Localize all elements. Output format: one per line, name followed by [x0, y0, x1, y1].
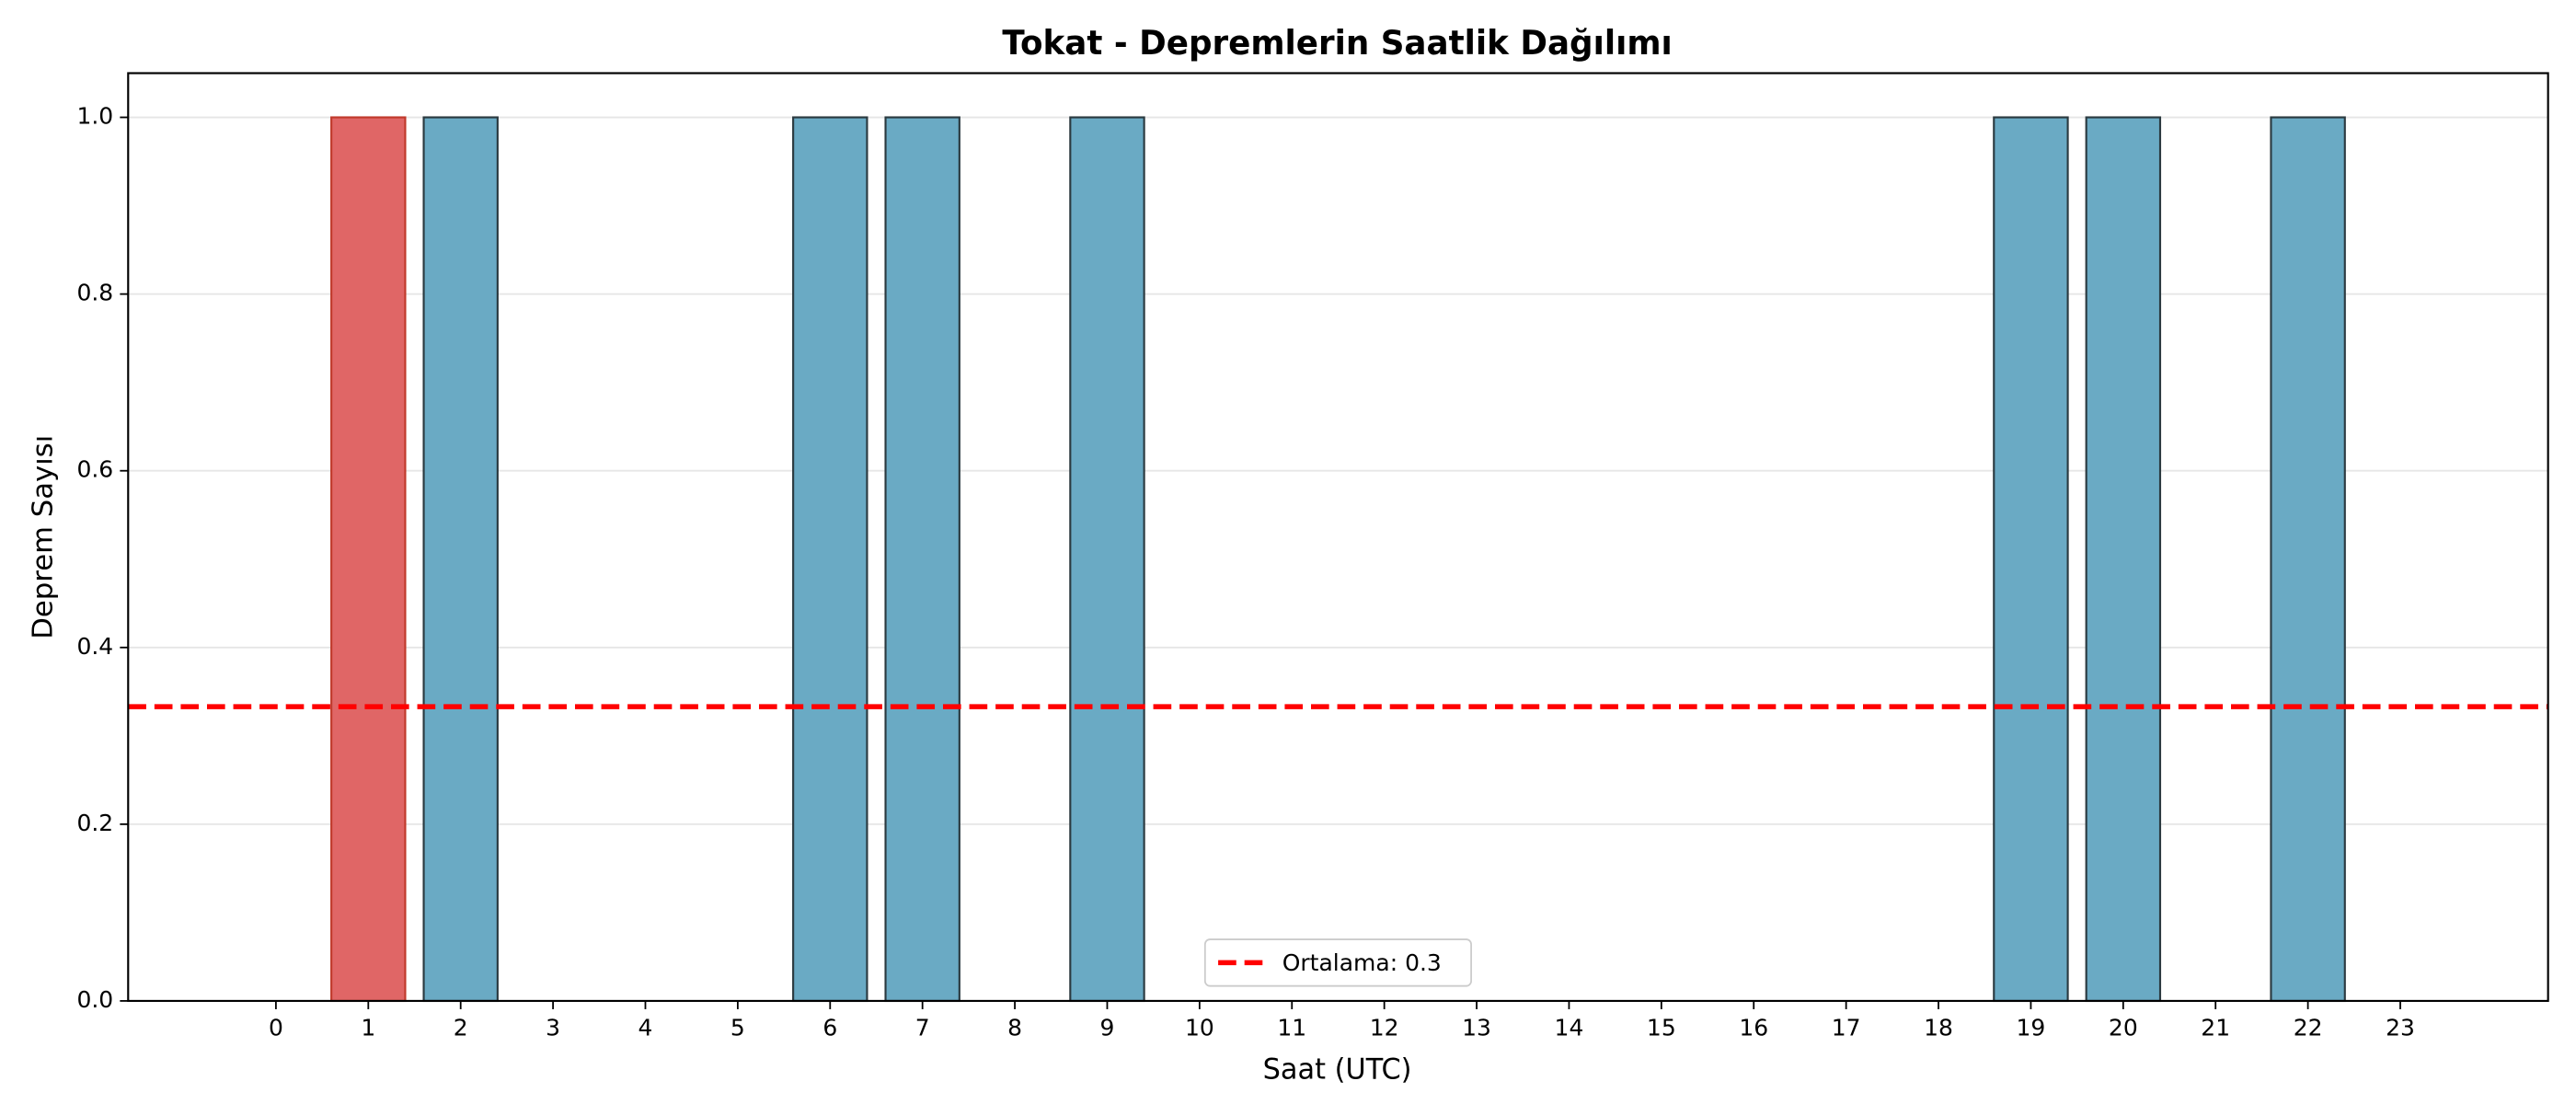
- x-tick-label: 13: [1462, 1015, 1491, 1041]
- x-tick-label: 7: [915, 1015, 930, 1041]
- x-tick-label: 19: [2017, 1015, 2046, 1041]
- bar: [2270, 116, 2346, 1003]
- legend-box: [1203, 938, 1472, 987]
- x-tick-label: 16: [1739, 1015, 1768, 1041]
- x-tick-label: 5: [730, 1015, 745, 1041]
- x-tick-label: 1: [361, 1015, 375, 1041]
- x-tick-label: 0: [269, 1015, 283, 1041]
- y-tick-label: 0.2: [76, 810, 113, 836]
- x-tick-label: 11: [1277, 1015, 1306, 1041]
- plot-frame: [127, 72, 2549, 1003]
- chart-title: Tokat - Depremlerin Saatlik Dağılımı: [1002, 25, 1672, 63]
- y-axis-label: Deprem Sayısı: [28, 435, 60, 639]
- x-tick-label: 15: [1647, 1015, 1676, 1041]
- bar: [1993, 116, 2069, 1003]
- x-tick-label: 14: [1555, 1015, 1584, 1041]
- x-tick-label: 2: [454, 1015, 468, 1041]
- x-tick-label: 23: [2386, 1015, 2415, 1041]
- x-tick-label: 8: [1007, 1015, 1022, 1041]
- y-tick-label: 0.0: [76, 986, 113, 1013]
- y-tick-label: 0.4: [76, 633, 113, 660]
- x-tick-label: 10: [1185, 1015, 1214, 1041]
- x-tick-label: 18: [1924, 1015, 1953, 1041]
- bar: [884, 116, 960, 1003]
- y-tick-label: 0.6: [76, 456, 113, 483]
- x-tick-label: 22: [2294, 1015, 2323, 1041]
- x-tick-label: 4: [638, 1015, 653, 1041]
- x-tick-label: 3: [546, 1015, 560, 1041]
- bar: [330, 116, 407, 1003]
- x-tick-label: 20: [2109, 1015, 2138, 1041]
- x-tick-label: 6: [822, 1015, 837, 1041]
- x-tick-label: 12: [1370, 1015, 1399, 1041]
- legend-label: Ortalama: 0.3: [1282, 949, 1442, 976]
- x-tick-label: 17: [1832, 1015, 1861, 1041]
- x-tick-label: 21: [2201, 1015, 2230, 1041]
- bar: [422, 116, 499, 1003]
- bar: [1069, 116, 1145, 1003]
- y-tick-label: 0.8: [76, 280, 113, 306]
- x-tick-label: 9: [1100, 1015, 1115, 1041]
- bar: [792, 116, 868, 1003]
- bar: [2085, 116, 2162, 1003]
- x-axis-label: Saat (UTC): [1263, 1053, 1412, 1086]
- y-tick-label: 1.0: [76, 102, 113, 129]
